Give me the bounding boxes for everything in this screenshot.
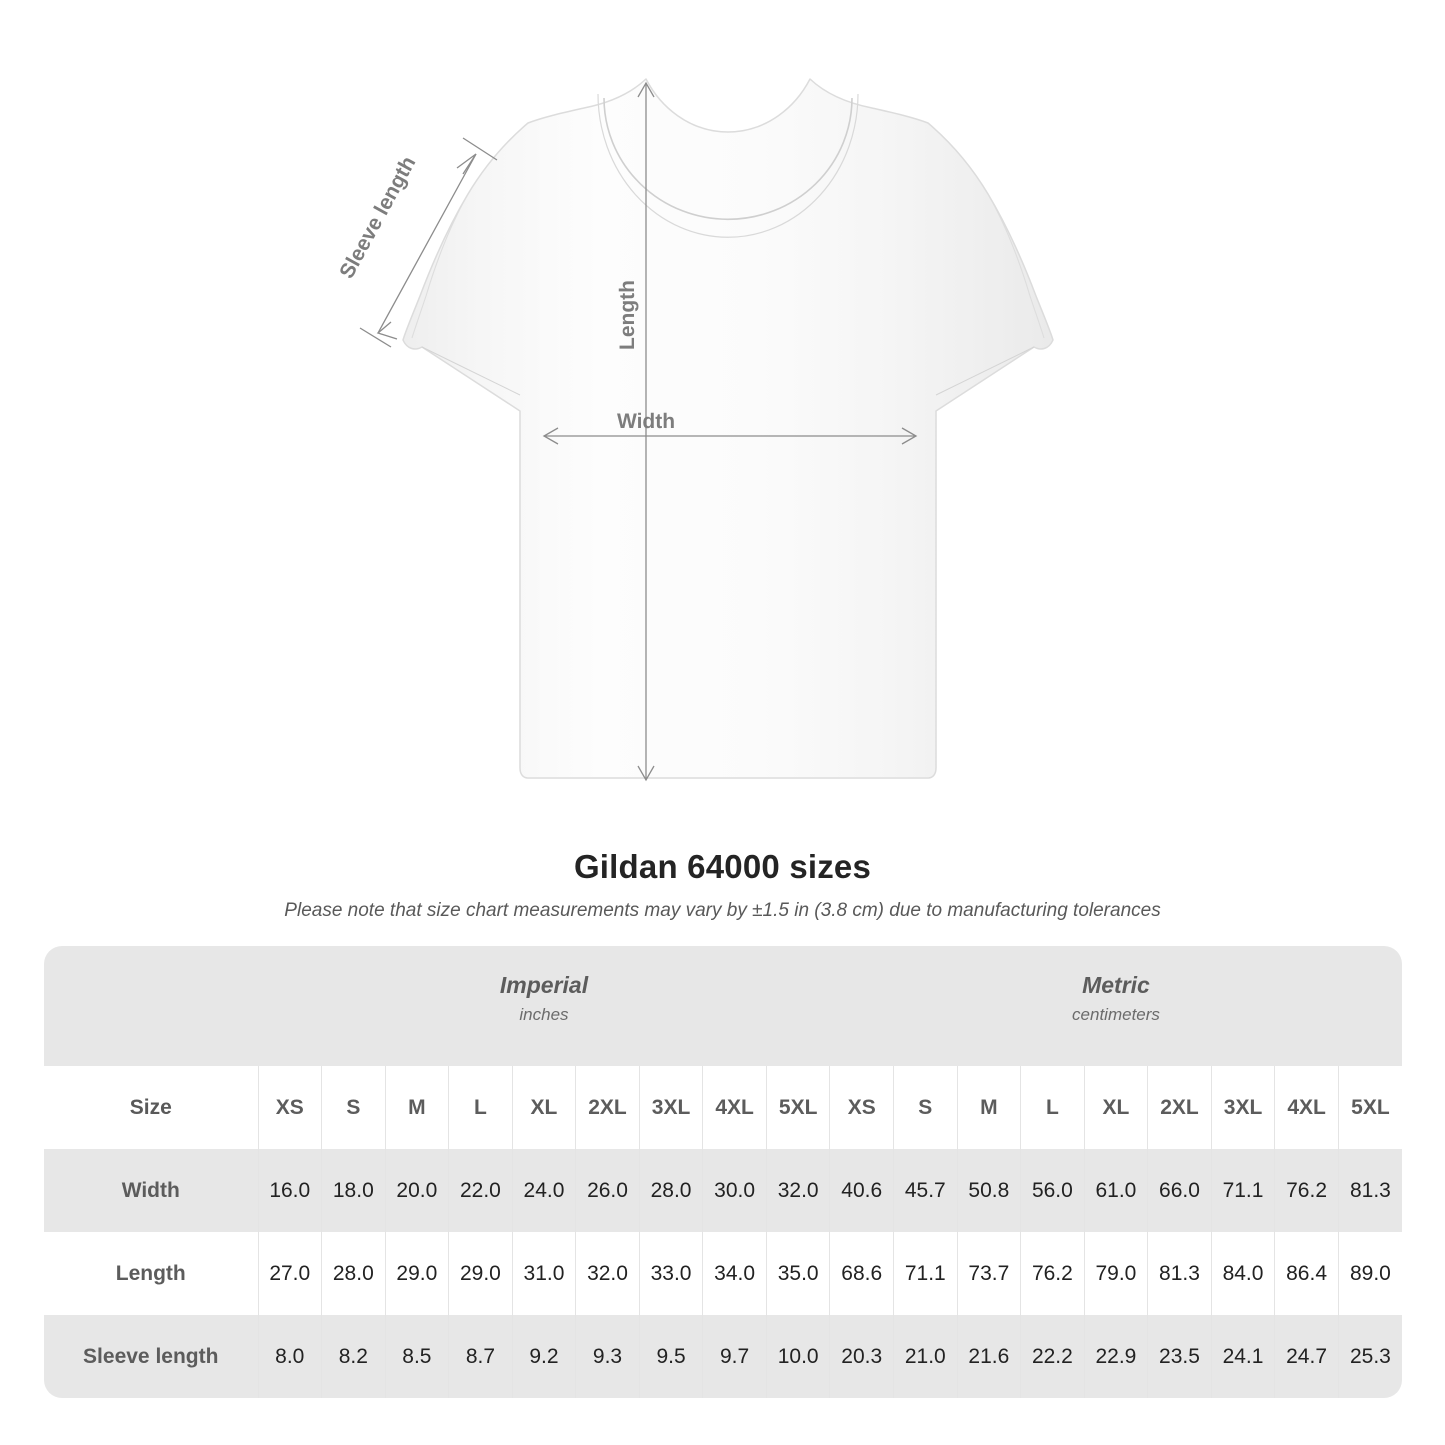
svg-text:Width: Width [617, 410, 675, 433]
svg-text:Length: Length [616, 280, 639, 350]
svg-text:Sleeve length: Sleeve length [335, 153, 420, 283]
